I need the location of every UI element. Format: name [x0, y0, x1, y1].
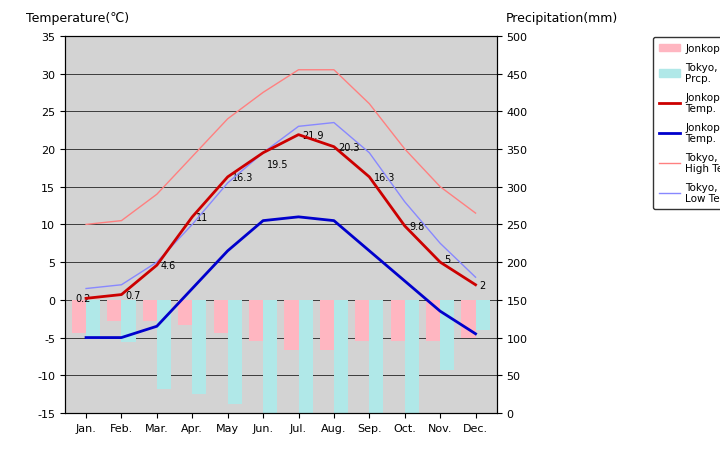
Bar [405, 300, 419, 449]
Text: 5: 5 [444, 255, 451, 265]
Bar [299, 300, 312, 416]
Bar [178, 300, 192, 325]
Bar [369, 300, 384, 458]
Bar [284, 300, 299, 350]
Bar [143, 300, 157, 321]
Text: Precipitation(mm): Precipitation(mm) [505, 12, 618, 25]
Text: 16.3: 16.3 [374, 173, 395, 183]
Bar [320, 300, 334, 350]
Bar [462, 300, 475, 338]
Bar [355, 300, 369, 341]
Bar [426, 300, 440, 341]
Bar [107, 300, 122, 321]
Text: 0.7: 0.7 [125, 290, 141, 300]
Text: 16.3: 16.3 [232, 173, 253, 183]
Text: 2: 2 [480, 280, 486, 290]
Bar [263, 300, 277, 432]
Bar [157, 300, 171, 389]
Bar [192, 300, 207, 394]
Bar [72, 300, 86, 333]
Legend: Jonkoping Prcp., Tokyo, Japan
Prcp., Jonkoping High
Temp., Jonkoping Low
Temp., : Jonkoping Prcp., Tokyo, Japan Prcp., Jon… [653, 38, 720, 210]
Text: 19.5: 19.5 [267, 159, 289, 169]
Bar [475, 300, 490, 330]
Bar [122, 300, 135, 342]
Text: 4.6: 4.6 [161, 261, 176, 270]
Text: 20.3: 20.3 [338, 142, 359, 152]
Text: 9.8: 9.8 [409, 221, 424, 231]
Text: 21.9: 21.9 [302, 130, 324, 140]
Bar [390, 300, 405, 341]
Bar [214, 300, 228, 333]
Text: 11: 11 [197, 213, 209, 222]
Bar [334, 300, 348, 427]
Bar [249, 300, 263, 341]
Text: Temperature(℃): Temperature(℃) [26, 12, 129, 25]
Bar [228, 300, 242, 404]
Bar [86, 300, 100, 339]
Bar [440, 300, 454, 370]
Text: 0.2: 0.2 [75, 294, 90, 304]
